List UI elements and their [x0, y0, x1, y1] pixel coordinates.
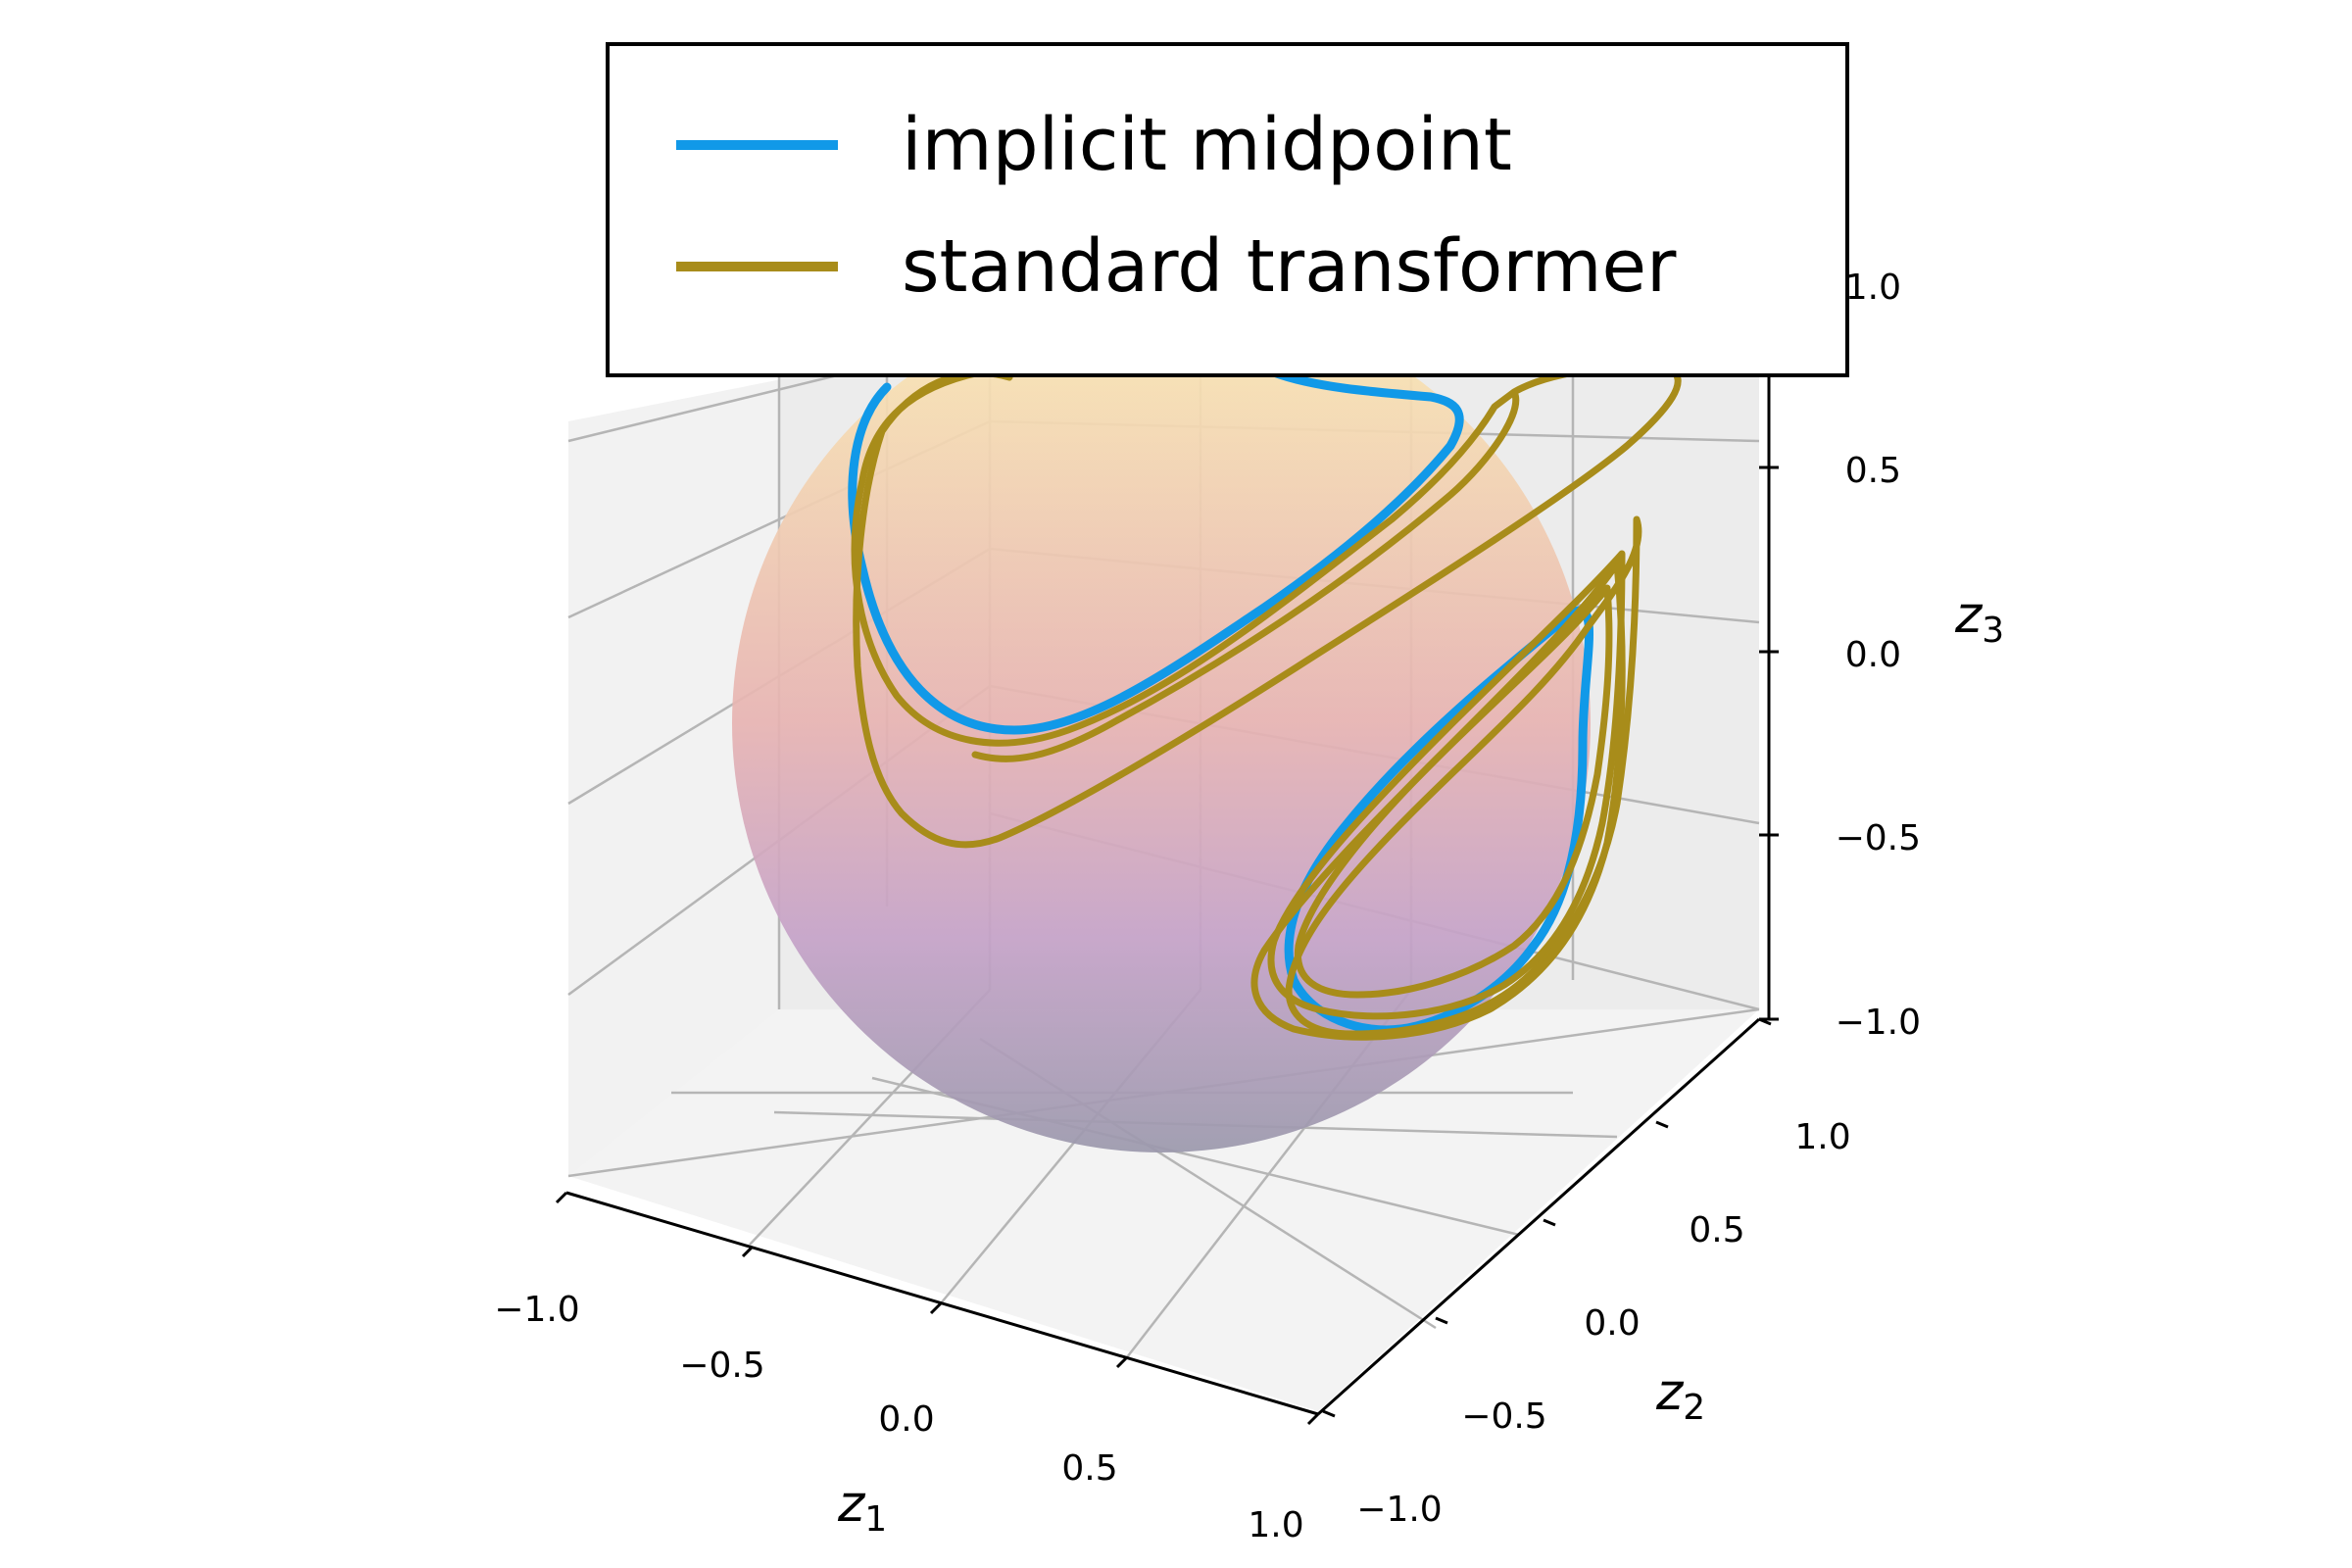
trajectory-standard-transformer-5: [1267, 550, 1626, 1020]
z-tick-label: 0.5: [1845, 451, 1901, 491]
y-tick-labels: −1.0 −0.5 0.0 0.5 1.0: [1356, 1117, 1850, 1530]
y-axis-label-main: z: [1655, 1363, 1685, 1422]
y-axis-label: z2: [1655, 1363, 1705, 1428]
trajectories: [848, 363, 1682, 1041]
legend: implicit midpoint standard transformer: [606, 42, 1849, 377]
trajectory-implicit-midpoint-1: [848, 368, 1464, 735]
z-tick-label: −0.5: [1836, 818, 1921, 858]
y-tick-label: 0.5: [1689, 1210, 1744, 1250]
legend-label-standard-transformer: standard transformer: [902, 224, 1677, 309]
x-tick-label: 0.5: [1061, 1448, 1117, 1489]
x-tick: [1306, 1412, 1320, 1426]
unit-sphere: [732, 294, 1591, 1152]
z-tick-label: −1.0: [1836, 1003, 1921, 1043]
y-tick: [1435, 1316, 1448, 1325]
x-tick: [741, 1245, 755, 1258]
y-tick-label: 0.0: [1584, 1303, 1640, 1344]
z-tick-labels: −1.0 −0.5 0.0 0.5 1.0: [1836, 268, 1921, 1043]
x-tick-label: −0.5: [679, 1346, 764, 1386]
y-tick-label: 1.0: [1794, 1117, 1850, 1157]
z-tick-label: 0.0: [1845, 635, 1901, 675]
floor-pane: [568, 1009, 1759, 1411]
x-tick-label: −1.0: [494, 1290, 579, 1330]
legend-label-implicit-midpoint: implicit midpoint: [902, 103, 1512, 187]
trajectory-standard-transformer-2: [853, 364, 1682, 849]
x-tick: [555, 1191, 568, 1204]
x-axis-label: z1: [837, 1475, 887, 1540]
x-axis-line: [565, 1191, 1319, 1416]
x-tick-label: 0.0: [878, 1399, 934, 1440]
y-tick-label: −0.5: [1461, 1396, 1546, 1437]
x-tick-labels: −1.0 −0.5 0.0 0.5 1.0: [494, 1290, 1303, 1545]
x-axis-label-main: z: [837, 1475, 866, 1534]
z-axis-label: z3: [1954, 586, 2004, 651]
y-axis-line: [1316, 1017, 1761, 1416]
x-axis-label-sub: 1: [864, 1499, 887, 1540]
x-tick: [1115, 1355, 1129, 1369]
y-axis-label-sub: 2: [1683, 1388, 1705, 1428]
trajectory-standard-transformer-6: [1294, 584, 1613, 999]
legend-box: [606, 42, 1849, 377]
axis-lines: [555, 282, 1779, 1426]
y-tick: [1322, 1409, 1336, 1418]
x-tick-label: 1.0: [1248, 1505, 1303, 1545]
x-tick: [929, 1301, 943, 1315]
trajectory-standard-transformer-3: [1285, 515, 1642, 1038]
y-tick: [1543, 1218, 1556, 1227]
trajectory-standard-transformer-1: [851, 363, 1670, 762]
y-tick-label: −1.0: [1356, 1490, 1442, 1530]
z-axis-label-sub: 3: [1982, 611, 2004, 651]
z-tick-label: 1.0: [1845, 268, 1901, 308]
z-axis-label-main: z: [1954, 586, 1984, 645]
y-tick: [1655, 1120, 1669, 1129]
